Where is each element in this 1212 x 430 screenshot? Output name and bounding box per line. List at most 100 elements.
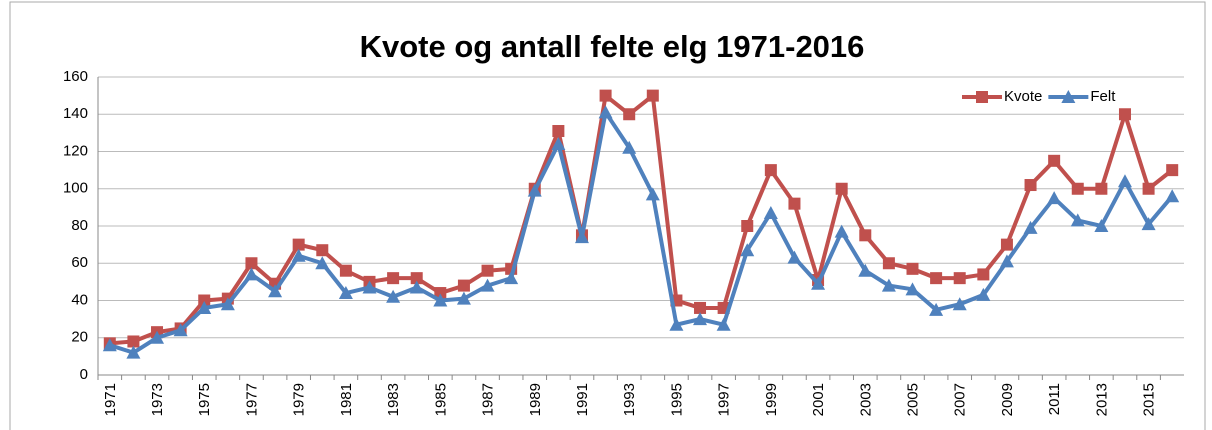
data-point bbox=[291, 248, 306, 262]
data-point bbox=[906, 262, 919, 275]
chart-border bbox=[9, 1, 1206, 430]
data-point bbox=[740, 243, 755, 257]
data-point bbox=[220, 297, 235, 311]
y-tick-label: 120 bbox=[63, 142, 88, 159]
data-point bbox=[1165, 189, 1180, 203]
data-point bbox=[764, 164, 777, 177]
data-point bbox=[834, 224, 849, 238]
data-point bbox=[574, 230, 589, 244]
data-point bbox=[694, 301, 707, 314]
data-point bbox=[1118, 108, 1131, 121]
y-tick-label: 40 bbox=[71, 291, 88, 308]
data-point bbox=[1070, 213, 1085, 227]
data-point bbox=[835, 182, 848, 195]
y-tick-label: 140 bbox=[63, 105, 88, 122]
data-point bbox=[292, 238, 305, 251]
data-point bbox=[409, 280, 424, 294]
data-point bbox=[881, 278, 896, 292]
data-point bbox=[339, 264, 352, 277]
x-tick-label: 1981 bbox=[338, 383, 355, 416]
x-tick-label: 1985 bbox=[432, 383, 449, 416]
data-point bbox=[198, 294, 211, 307]
data-point bbox=[102, 338, 117, 352]
x-tick-label: 1979 bbox=[291, 383, 308, 416]
legend-label: Kvote bbox=[1004, 88, 1042, 105]
data-point bbox=[126, 345, 141, 359]
data-point bbox=[787, 250, 802, 264]
data-point bbox=[599, 89, 612, 102]
x-tick-label: 2001 bbox=[810, 383, 827, 416]
x-tick-label: 2015 bbox=[1141, 383, 1158, 416]
data-point bbox=[127, 335, 140, 348]
data-point bbox=[1071, 182, 1084, 195]
x-tick-label: 2007 bbox=[952, 383, 969, 416]
data-point bbox=[527, 183, 542, 197]
data-point bbox=[976, 91, 988, 103]
data-point bbox=[1117, 174, 1132, 188]
x-tick-label: 2003 bbox=[857, 383, 874, 416]
legend-label: Felt bbox=[1090, 88, 1116, 105]
data-point bbox=[1023, 220, 1038, 234]
data-point bbox=[386, 289, 401, 303]
data-point bbox=[480, 278, 495, 292]
x-tick-label: 1987 bbox=[480, 383, 497, 416]
x-tick-label: 1975 bbox=[196, 383, 213, 416]
data-point bbox=[976, 287, 991, 301]
x-tick-label: 1971 bbox=[102, 383, 119, 416]
data-point bbox=[1095, 182, 1108, 195]
x-tick-label: 1999 bbox=[763, 383, 780, 416]
data-point bbox=[1094, 219, 1109, 232]
data-point bbox=[952, 297, 967, 311]
data-point bbox=[859, 229, 872, 242]
data-point bbox=[362, 280, 377, 294]
x-tick-label: 1977 bbox=[243, 383, 260, 416]
data-point bbox=[788, 197, 801, 210]
data-point bbox=[1000, 238, 1013, 251]
y-tick-label: 100 bbox=[63, 180, 88, 197]
y-tick-label: 0 bbox=[80, 366, 88, 383]
data-point bbox=[504, 271, 519, 285]
data-point bbox=[693, 312, 708, 326]
data-point bbox=[622, 140, 637, 154]
data-point bbox=[763, 205, 778, 219]
data-point bbox=[150, 330, 165, 344]
data-point bbox=[645, 187, 660, 201]
chart-title: Kvote og antall felte elg 1971-2016 bbox=[360, 29, 865, 64]
data-point bbox=[811, 276, 826, 290]
data-point bbox=[999, 254, 1014, 268]
x-tick-label: 1983 bbox=[385, 383, 402, 416]
data-point bbox=[173, 323, 188, 337]
data-point bbox=[1048, 154, 1061, 167]
y-tick-label: 160 bbox=[63, 68, 88, 85]
y-tick-label: 60 bbox=[71, 254, 88, 271]
series-line bbox=[109, 110, 1174, 355]
data-point bbox=[1141, 217, 1156, 231]
y-tick-label: 20 bbox=[71, 329, 88, 346]
x-tick-label: 1993 bbox=[621, 383, 638, 416]
data-point bbox=[434, 287, 447, 300]
data-point bbox=[456, 291, 471, 305]
data-point bbox=[433, 293, 448, 307]
x-tick-label: 1989 bbox=[527, 383, 544, 416]
data-point bbox=[598, 105, 613, 119]
data-point bbox=[623, 108, 636, 121]
x-tick-label: 2013 bbox=[1093, 383, 1110, 416]
series-line bbox=[109, 93, 1174, 346]
data-point bbox=[551, 137, 566, 151]
data-point bbox=[268, 284, 283, 298]
x-tick-label: 2009 bbox=[999, 383, 1016, 416]
y-tick-label: 80 bbox=[71, 217, 88, 234]
x-tick-label: 1997 bbox=[716, 383, 733, 416]
data-point bbox=[953, 272, 966, 285]
x-tick-label: 1991 bbox=[574, 383, 591, 416]
data-point bbox=[1061, 90, 1076, 103]
data-point bbox=[669, 317, 684, 331]
data-point bbox=[905, 282, 920, 296]
data-point bbox=[197, 300, 212, 314]
data-point bbox=[315, 256, 330, 270]
data-point bbox=[552, 125, 565, 138]
data-point bbox=[316, 244, 329, 257]
data-point bbox=[338, 286, 353, 300]
